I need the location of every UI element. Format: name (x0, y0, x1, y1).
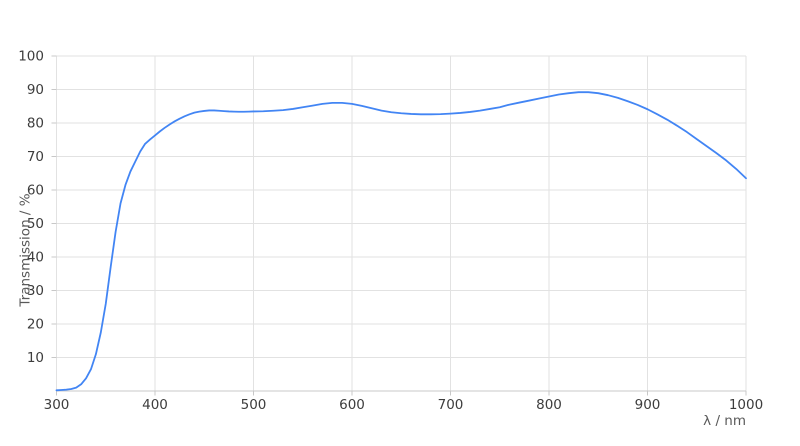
x-tick-labels: 300 400 500 600 700 800 900 1000 (44, 397, 764, 413)
y-tick-labels: 10 20 30 40 50 60 70 80 90 100 (18, 49, 44, 367)
x-tick-label: 300 (44, 397, 70, 413)
y-tick-label: 90 (27, 82, 44, 98)
x-tick-label: 500 (241, 397, 267, 413)
tick-marks (51, 55, 747, 396)
y-tick-label: 70 (27, 149, 44, 165)
transmission-curve (55, 91, 747, 392)
y-tick-label: 40 (27, 250, 44, 266)
y-tick-label: 30 (27, 283, 44, 299)
x-tick-label: 900 (635, 397, 661, 413)
series-line (55, 91, 747, 392)
x-tick-label: 1000 (729, 397, 763, 413)
y-tick-label: 50 (27, 216, 44, 232)
y-tick-label: 20 (27, 317, 44, 333)
x-tick-label: 800 (536, 397, 562, 413)
y-tick-label: 60 (27, 183, 44, 199)
x-tick-label: 400 (142, 397, 168, 413)
y-tick-label: 80 (27, 116, 44, 132)
gridlines (56, 55, 747, 391)
y-tick-label: 100 (18, 49, 44, 65)
y-axis-title: Transmission / % (17, 193, 34, 307)
x-tick-label: 600 (339, 397, 365, 413)
x-tick-label: 700 (438, 397, 464, 413)
x-axis-title: λ / nm (703, 413, 746, 429)
y-tick-label: 10 (27, 350, 44, 366)
